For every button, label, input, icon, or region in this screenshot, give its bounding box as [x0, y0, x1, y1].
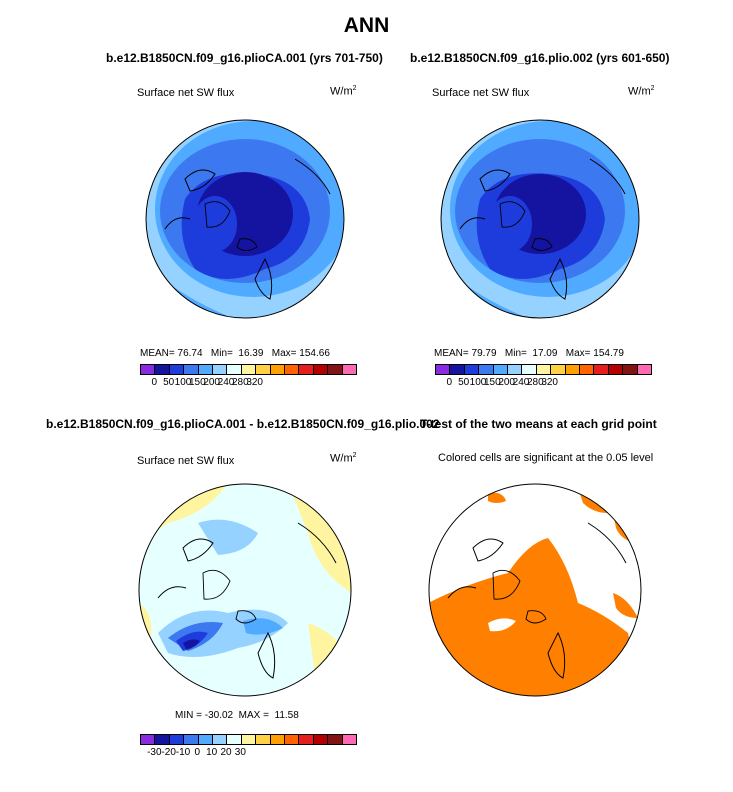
panel-3-units: W/m2 — [330, 452, 357, 465]
colorbar-swatch — [169, 365, 185, 374]
colorbar-swatch — [479, 365, 494, 374]
colorbar-tick-label: 200 — [203, 377, 220, 388]
panel-1-units: W/m2 — [330, 85, 357, 98]
colorbar-swatch — [299, 365, 314, 374]
colorbar-tick-label: -10 — [175, 747, 191, 758]
panel-1-colorbar-ticks: 0 50 100 150 200 240 280 320 — [140, 377, 355, 391]
colorbar-swatch — [565, 365, 581, 374]
colorbar-swatch — [285, 735, 300, 744]
colorbar-swatch — [580, 365, 595, 374]
colorbar-tick-label: 50 — [458, 377, 470, 388]
colorbar-swatch — [637, 365, 652, 374]
colorbar-tick-label: 150 — [188, 377, 206, 388]
colorbar-tick-label: 280 — [526, 377, 544, 388]
colorbar-swatch — [522, 365, 537, 374]
panel-1-title: b.e12.B1850CN.f09_g16.plioCA.001 (yrs 70… — [106, 51, 383, 65]
panel-4-title: T-test of the two means at each grid poi… — [420, 417, 657, 431]
colorbar-swatch — [184, 365, 199, 374]
panel-4-significance-note: Colored cells are significant at the 0.0… — [438, 452, 654, 464]
colorbar-tick-label: 280 — [231, 377, 249, 388]
colorbar-swatch — [141, 365, 156, 374]
panel-2-variable-label: Surface net SW flux — [432, 87, 530, 99]
colorbar-tick-label: 320 — [541, 377, 558, 388]
colorbar-tick-label: 240 — [512, 377, 530, 388]
colorbar-swatch — [270, 365, 286, 374]
colorbar-swatch — [608, 365, 624, 374]
colorbar-tick-label: -30 — [147, 747, 162, 758]
colorbar-swatch — [436, 365, 451, 374]
colorbar-swatch — [328, 365, 343, 374]
panel-3-title: b.e12.B1850CN.f09_g16.plioCA.001 - b.e12… — [46, 417, 440, 431]
colorbar-swatch — [184, 735, 199, 744]
colorbar-swatch — [270, 735, 286, 744]
panel-3-colorbar-ticks: -30 -20 -10 0 10 20 30 — [140, 747, 355, 761]
panel-3-colorbar — [140, 734, 357, 745]
colorbar-swatch — [623, 365, 638, 374]
colorbar-tick-label: 0 — [194, 747, 201, 758]
colorbar-swatch — [198, 735, 214, 744]
colorbar-swatch — [155, 735, 170, 744]
colorbar-tick-label: 0 — [151, 377, 158, 388]
colorbar-swatch — [256, 735, 271, 744]
colorbar-swatch — [241, 735, 257, 744]
colorbar-swatch — [213, 735, 228, 744]
panel-2-units: W/m2 — [628, 85, 655, 98]
colorbar-tick-label: -20 — [161, 747, 176, 758]
colorbar-swatch — [213, 365, 228, 374]
colorbar-tick-label: 20 — [220, 747, 232, 758]
colorbar-swatch — [328, 735, 343, 744]
colorbar-tick-label: 0 — [446, 377, 453, 388]
colorbar-swatch — [227, 735, 242, 744]
colorbar-tick-label: 200 — [498, 377, 515, 388]
panel-3-variable-label: Surface net SW flux — [137, 455, 235, 467]
colorbar-swatch — [285, 365, 300, 374]
panel-3-map — [138, 483, 352, 697]
colorbar-swatch — [141, 735, 156, 744]
colorbar-tick-label: 100 — [174, 377, 192, 388]
colorbar-swatch — [299, 735, 314, 744]
panel-2-title: b.e12.B1850CN.f09_g16.plio.002 (yrs 601-… — [410, 51, 670, 65]
colorbar-swatch — [450, 365, 465, 374]
colorbar-swatch — [342, 365, 357, 374]
panel-3-stats: MIN = -30.02 MAX = 11.58 — [175, 710, 299, 721]
panel-2-map — [440, 119, 640, 319]
panel-1-variable-label: Surface net SW flux — [137, 87, 235, 99]
colorbar-tick-label: 240 — [217, 377, 235, 388]
panel-2-colorbar-ticks: 0 50 100 150 200 240 280 320 — [435, 377, 650, 391]
colorbar-swatch — [342, 735, 357, 744]
colorbar-tick-label: 10 — [206, 747, 218, 758]
colorbar-swatch — [256, 365, 271, 374]
colorbar-tick-label: 30 — [234, 747, 246, 758]
colorbar-swatch — [241, 365, 257, 374]
panel-1-map — [145, 119, 345, 319]
colorbar-swatch — [313, 735, 329, 744]
colorbar-swatch — [536, 365, 552, 374]
panel-2-stats: MEAN= 79.79 Min= 17.09 Max= 154.79 — [434, 348, 624, 359]
colorbar-swatch — [313, 365, 329, 374]
panel-2-colorbar — [435, 364, 652, 375]
colorbar-tick-label: 100 — [469, 377, 487, 388]
colorbar-swatch — [551, 365, 566, 374]
colorbar-swatch — [227, 365, 242, 374]
panel-4-map — [428, 483, 642, 697]
colorbar-tick-label: 150 — [483, 377, 501, 388]
colorbar-swatch — [198, 365, 214, 374]
colorbar-swatch — [594, 365, 609, 374]
panel-1-colorbar — [140, 364, 357, 375]
colorbar-swatch — [464, 365, 480, 374]
colorbar-tick-label: 50 — [163, 377, 175, 388]
colorbar-swatch — [493, 365, 509, 374]
panel-1-stats: MEAN= 76.74 Min= 16.39 Max= 154.66 — [140, 348, 330, 359]
colorbar-swatch — [508, 365, 523, 374]
figure-title: ANN — [343, 14, 390, 37]
colorbar-swatch — [155, 365, 170, 374]
colorbar-tick-label: 320 — [246, 377, 263, 388]
colorbar-swatch — [169, 735, 185, 744]
